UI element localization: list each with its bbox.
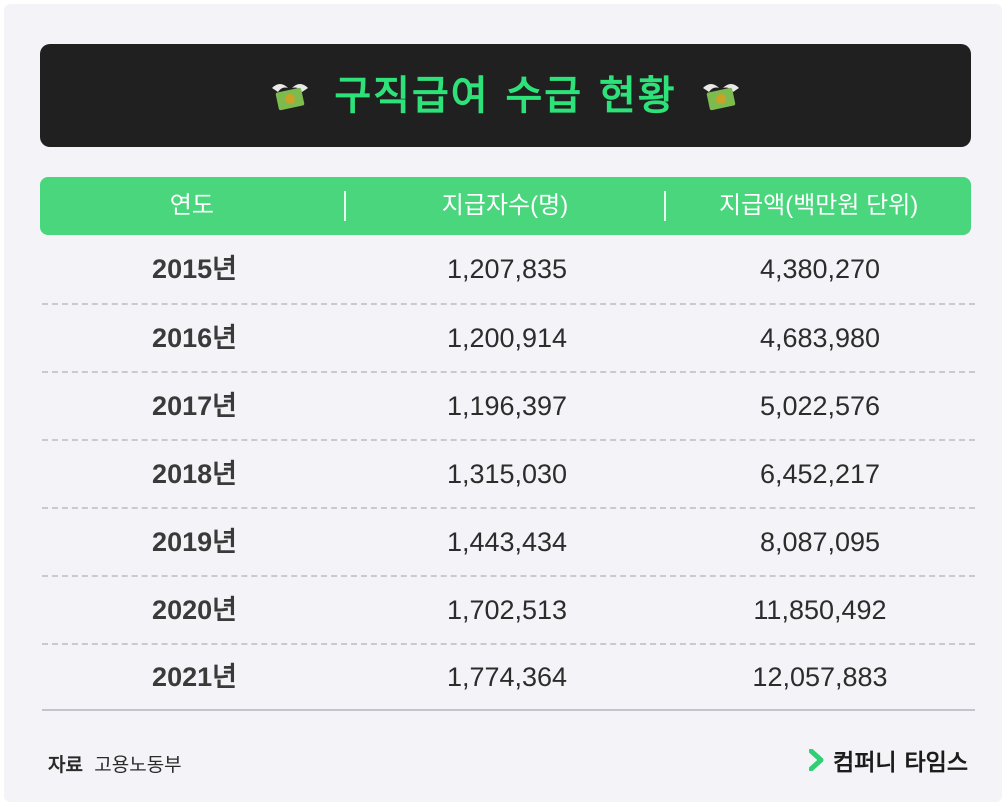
amount-cell: 4,683,980 <box>759 322 881 353</box>
count-cell: 1,774,364 <box>446 661 568 692</box>
header-divider <box>343 191 346 221</box>
year-cell: 2018년 <box>152 458 237 489</box>
year-cell: 2015년 <box>152 253 237 284</box>
year-cell: 2021년 <box>152 661 237 692</box>
column-header-count: 지급자수(명) <box>441 192 569 219</box>
year-cell: 2020년 <box>152 594 237 625</box>
source-note: 자료 고용노동부 <box>48 750 182 777</box>
source-value: 고용노동부 <box>94 755 182 776</box>
amount-cell: 8,087,095 <box>759 526 881 557</box>
column-header-year: 연도 <box>169 192 214 219</box>
table-row: 2021년 1,774,364 12,057,883 <box>42 643 975 711</box>
table-row: 2016년 1,200,914 4,683,980 <box>42 303 975 371</box>
amount-cell: 11,850,492 <box>753 594 887 625</box>
table-body: 2015년 1,207,835 4,380,270 2016년 1,200,91… <box>42 235 975 711</box>
amount-cell: 5,022,576 <box>759 390 881 421</box>
money-with-wings-icon <box>699 78 743 114</box>
amount-cell: 4,380,270 <box>759 253 881 284</box>
table-header: 연도 지급자수(명) 지급액(백만원 단위) <box>40 177 971 235</box>
brand-name: 컴퍼니 타임스 <box>833 750 968 776</box>
column-header-amount: 지급액(백만원 단위) <box>719 192 919 219</box>
table-row: 2020년 1,702,513 11,850,492 <box>42 575 975 643</box>
brand-logo: 컴퍼니 타임스 <box>809 743 968 777</box>
header-divider <box>664 191 667 221</box>
count-cell: 1,200,914 <box>446 322 568 353</box>
table-row: 2017년 1,196,397 5,022,576 <box>42 371 975 439</box>
chevron-right-icon <box>809 749 825 771</box>
page-title: 구직급여 수급 현황 <box>334 72 677 119</box>
amount-cell: 12,057,883 <box>752 661 888 692</box>
infographic-card: 구직급여 수급 현황 연도 지급자수(명) 지급액(백만원 단위) 2015년 … <box>4 4 1002 802</box>
table-row: 2015년 1,207,835 4,380,270 <box>42 235 975 303</box>
title-banner: 구직급여 수급 현황 <box>40 44 971 147</box>
year-cell: 2017년 <box>152 390 237 421</box>
table-row: 2018년 1,315,030 6,452,217 <box>42 439 975 507</box>
year-cell: 2019년 <box>152 526 237 557</box>
amount-cell: 6,452,217 <box>759 458 881 489</box>
table-row: 2019년 1,443,434 8,087,095 <box>42 507 975 575</box>
count-cell: 1,315,030 <box>446 458 568 489</box>
money-with-wings-icon <box>268 78 312 114</box>
count-cell: 1,702,513 <box>446 594 568 625</box>
count-cell: 1,196,397 <box>446 390 568 421</box>
source-label: 자료 <box>48 755 83 776</box>
count-cell: 1,207,835 <box>446 253 568 284</box>
year-cell: 2016년 <box>152 322 237 353</box>
count-cell: 1,443,434 <box>446 526 568 557</box>
